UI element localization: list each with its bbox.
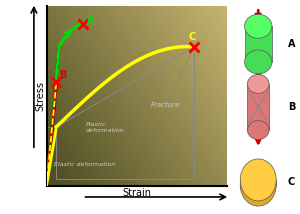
Text: Elastic deformation: Elastic deformation bbox=[54, 162, 115, 167]
Text: B: B bbox=[59, 70, 67, 80]
Polygon shape bbox=[240, 180, 276, 185]
Ellipse shape bbox=[248, 121, 269, 140]
Text: C: C bbox=[189, 32, 196, 42]
X-axis label: Strain: Strain bbox=[122, 187, 151, 198]
Text: A: A bbox=[288, 39, 295, 49]
Polygon shape bbox=[248, 84, 269, 130]
Ellipse shape bbox=[244, 14, 272, 38]
Ellipse shape bbox=[240, 164, 276, 206]
Ellipse shape bbox=[244, 50, 272, 74]
Polygon shape bbox=[244, 26, 272, 62]
Text: Plastic
deformation: Plastic deformation bbox=[86, 122, 125, 133]
Ellipse shape bbox=[240, 159, 276, 201]
Y-axis label: Stress: Stress bbox=[35, 81, 45, 111]
Text: C: C bbox=[288, 177, 295, 187]
Text: Fracture: Fracture bbox=[151, 102, 180, 108]
Ellipse shape bbox=[248, 74, 269, 93]
Text: A: A bbox=[87, 15, 94, 25]
Text: B: B bbox=[288, 102, 295, 112]
